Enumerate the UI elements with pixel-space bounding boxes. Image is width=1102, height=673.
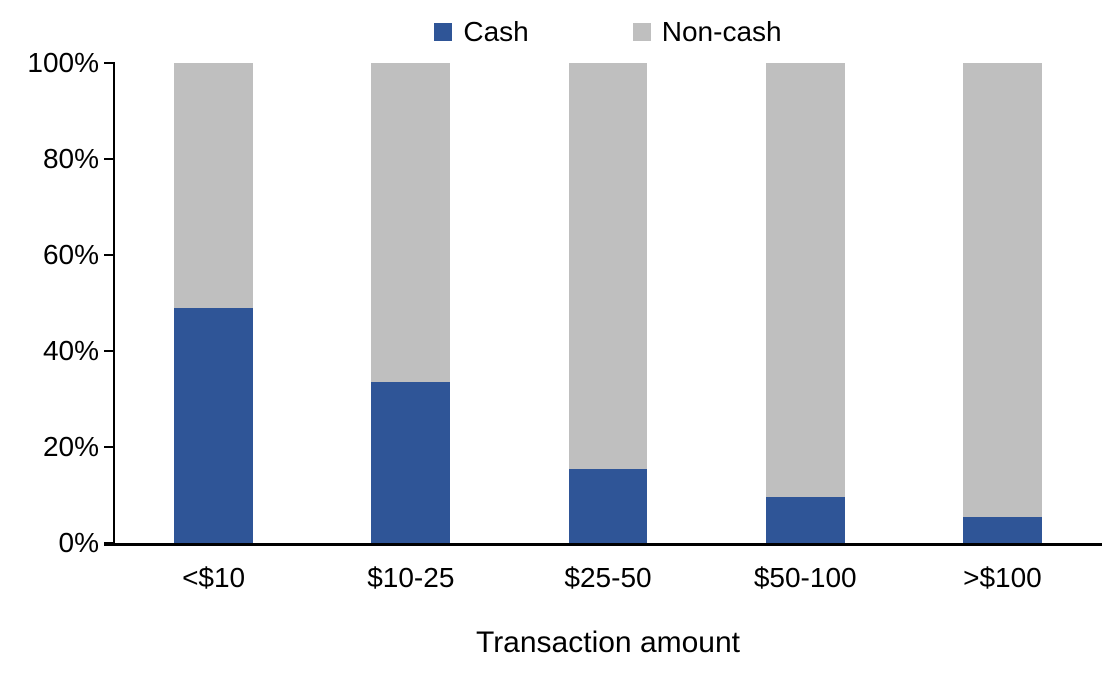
y-tick-mark-60 (104, 254, 115, 256)
chart-legend: Cash Non-cash (115, 14, 1101, 50)
y-axis-line (113, 63, 115, 545)
bar-group-10 (115, 63, 312, 543)
x-category-label-10-25: $10-25 (367, 562, 455, 593)
x-category-label-100: >$100 (963, 562, 1042, 593)
bar-segment-non-cash-10-25 (371, 63, 451, 383)
bar-segment-non-cash-25-50 (568, 63, 648, 469)
bar-segment-cash-100 (962, 516, 1042, 543)
bar-segment-cash-50-100 (765, 497, 845, 543)
bar-segment-cash-10-25 (371, 382, 451, 543)
x-category-label-10: <$10 (182, 562, 246, 593)
x-category-label-25-50: $25-50 (564, 562, 652, 593)
y-tick-label-40: 40% (42, 335, 99, 366)
y-tick-label-20: 20% (42, 431, 99, 462)
legend-item-non-cash: Non-cash (632, 16, 782, 47)
y-tick-mark-100 (104, 62, 115, 64)
plot-area (115, 63, 1101, 543)
bar-segment-non-cash-50-100 (765, 63, 845, 498)
x-axis-line (104, 543, 1102, 546)
bar-group-50-100 (707, 63, 904, 543)
x-axis-title: Transaction amount (475, 626, 741, 659)
bar-50-100 (765, 63, 845, 543)
bar-10 (174, 63, 254, 543)
bar-group-10-25 (312, 63, 509, 543)
bar-group-25-50 (509, 63, 706, 543)
bar-100 (962, 63, 1042, 543)
y-tick-label-80: 80% (42, 143, 99, 174)
y-tick-label-0: 0% (58, 527, 99, 558)
bar-group-100 (904, 63, 1101, 543)
bar-25-50 (568, 63, 648, 543)
y-tick-label-100: 100% (27, 47, 99, 78)
y-tick-label-60: 60% (42, 239, 99, 270)
y-tick-mark-80 (104, 158, 115, 160)
legend-label-cash: Cash (463, 16, 529, 47)
y-tick-mark-40 (104, 350, 115, 352)
bar-10-25 (371, 63, 451, 543)
x-category-label-50-100: $50-100 (753, 562, 857, 593)
bar-segment-cash-25-50 (568, 468, 648, 543)
legend-swatch-cash (434, 23, 453, 41)
legend-swatch-non-cash (632, 23, 651, 41)
y-tick-mark-20 (104, 446, 115, 448)
y-axis-labels: 0% 20% 40% 60% 80% 100% (0, 47, 99, 558)
legend-item-cash: Cash (434, 16, 529, 47)
legend-label-non-cash: Non-cash (661, 16, 782, 47)
bar-segment-non-cash-10 (174, 63, 254, 308)
x-axis-labels: <$10 $10-25 $25-50 $50-100 >$100 (115, 560, 1101, 596)
bar-segment-cash-10 (174, 307, 254, 543)
bar-segment-non-cash-100 (962, 63, 1042, 517)
